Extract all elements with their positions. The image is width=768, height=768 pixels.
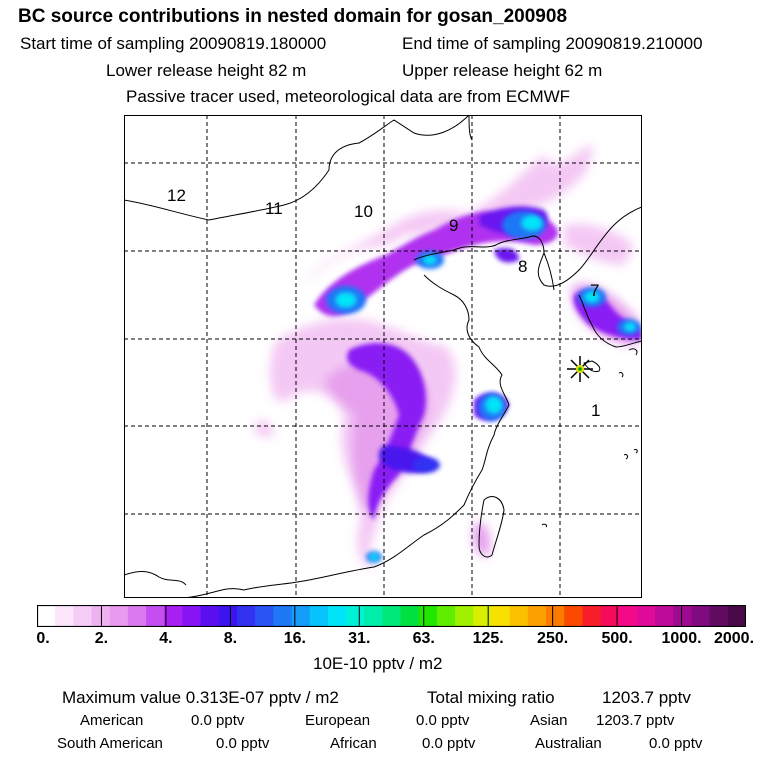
colorbar-cell <box>91 605 111 627</box>
colorbar-cell <box>691 605 711 627</box>
region-label-1: 1 <box>591 401 600 420</box>
colorbar-cell <box>73 605 93 627</box>
tracer-note: Passive tracer used, meteorological data… <box>126 87 571 106</box>
colorbar-cell <box>436 605 456 627</box>
colorbar-cell <box>346 605 365 627</box>
upper-release-height-label: Upper release height 62 m <box>402 61 603 80</box>
colorbar-cell <box>600 605 620 627</box>
colorbar-cell <box>582 605 602 627</box>
source-european-name: European <box>305 712 371 729</box>
colorbar-cell <box>55 605 74 627</box>
gridlines <box>124 115 642 598</box>
source-australian-value: 0.0 pptv <box>649 735 703 752</box>
colorbar-tick-label: 63. <box>412 630 435 647</box>
colorbar-tick-label: 8. <box>223 630 238 647</box>
total-mixing-ratio-label: Total mixing ratio <box>427 688 555 707</box>
colorbar-cell <box>309 605 329 627</box>
colorbar-cell <box>455 605 474 627</box>
colorbar-cell <box>546 605 565 627</box>
colorbar-tick-label: 500. <box>601 630 633 647</box>
region-label-8: 8 <box>518 257 527 276</box>
colorbar <box>37 605 746 627</box>
colorbar-cell <box>200 605 220 627</box>
colorbar-cell <box>255 605 274 627</box>
colorbar-cell <box>273 605 293 627</box>
plot-title: BC source contributions in nested domain… <box>18 6 568 27</box>
colorbar-cell <box>564 605 583 627</box>
colorbar-tick-label: 16. <box>283 630 306 647</box>
colorbar-cell <box>509 605 529 627</box>
region-label-10: 10 <box>354 202 373 221</box>
source-european-value: 0.0 pptv <box>416 712 470 729</box>
lower-release-height-label: Lower release height 82 m <box>106 61 307 80</box>
colorbar-tick-label: 2. <box>94 630 109 647</box>
colorbar-cell <box>636 605 656 627</box>
colorbar-cell <box>527 605 547 627</box>
total-mixing-ratio-value: 1203.7 pptv <box>602 688 691 707</box>
colorbar-cell <box>382 605 402 627</box>
colorbar-cell <box>473 605 493 627</box>
map-frame <box>124 115 642 598</box>
source-south-american-name: South American <box>57 735 163 752</box>
colorbar-cell <box>327 605 347 627</box>
colorbar-cell <box>182 605 202 627</box>
colorbar-cell <box>146 605 165 627</box>
region-label-7: 7 <box>590 281 599 300</box>
colorbar-tick-label: 4. <box>159 630 173 647</box>
map-panel: 12 11 10 9 8 7 1 <box>124 115 642 598</box>
source-south-american-value: 0.0 pptv <box>216 735 270 752</box>
colorbar-cell <box>400 605 420 627</box>
colorbar-cell <box>491 605 511 627</box>
colorbar-cell <box>727 605 746 627</box>
colorbar-cell <box>673 605 693 627</box>
colorbar-tick-label: 0. <box>36 630 50 647</box>
region-label-12: 12 <box>167 186 186 205</box>
max-value-label: Maximum value 0.313E-07 pptv / m2 <box>62 688 339 707</box>
colorbar-cell <box>236 605 256 627</box>
colorbar-cell <box>709 605 729 627</box>
colorbar-tick-label: 125. <box>472 630 504 647</box>
region-label-9: 9 <box>449 216 458 235</box>
colorbar-tick-label: 31. <box>348 630 371 647</box>
colorbar-tick-label: 250. <box>537 630 569 647</box>
colorbar-cell <box>37 605 56 627</box>
end-time-label: End time of sampling 20090819.210000 <box>402 34 703 53</box>
colorbar-cell <box>418 605 438 627</box>
region-label-11: 11 <box>265 199 283 218</box>
colorbar-cell <box>618 605 638 627</box>
colorbar-tick-label: 1000. <box>661 630 702 647</box>
colorbar-cell <box>127 605 147 627</box>
colorbar-cell <box>164 605 184 627</box>
source-asian-name: Asian <box>530 712 568 729</box>
star-marker-icon <box>567 356 593 382</box>
colorbar-cell <box>655 605 674 627</box>
colorbar-cell <box>364 605 384 627</box>
colorbar-cell <box>218 605 238 627</box>
source-asian-value: 1203.7 pptv <box>596 712 675 729</box>
source-american-value: 0.0 pptv <box>191 712 245 729</box>
colorbar-tick-label: 2000. <box>713 630 755 647</box>
source-australian-name: Australian <box>535 735 602 752</box>
region-labels: 12 11 10 9 8 7 1 <box>167 186 600 420</box>
colorbar-units: 10E-10 pptv / m2 <box>313 654 443 673</box>
colorbar-cell <box>291 605 311 627</box>
colorbar-cell <box>109 605 129 627</box>
start-time-label: Start time of sampling 20090819.180000 <box>20 34 327 53</box>
hotspots <box>326 211 641 563</box>
source-african-name: African <box>330 735 377 752</box>
source-african-value: 0.0 pptv <box>422 735 476 752</box>
source-american-name: American <box>80 712 144 729</box>
